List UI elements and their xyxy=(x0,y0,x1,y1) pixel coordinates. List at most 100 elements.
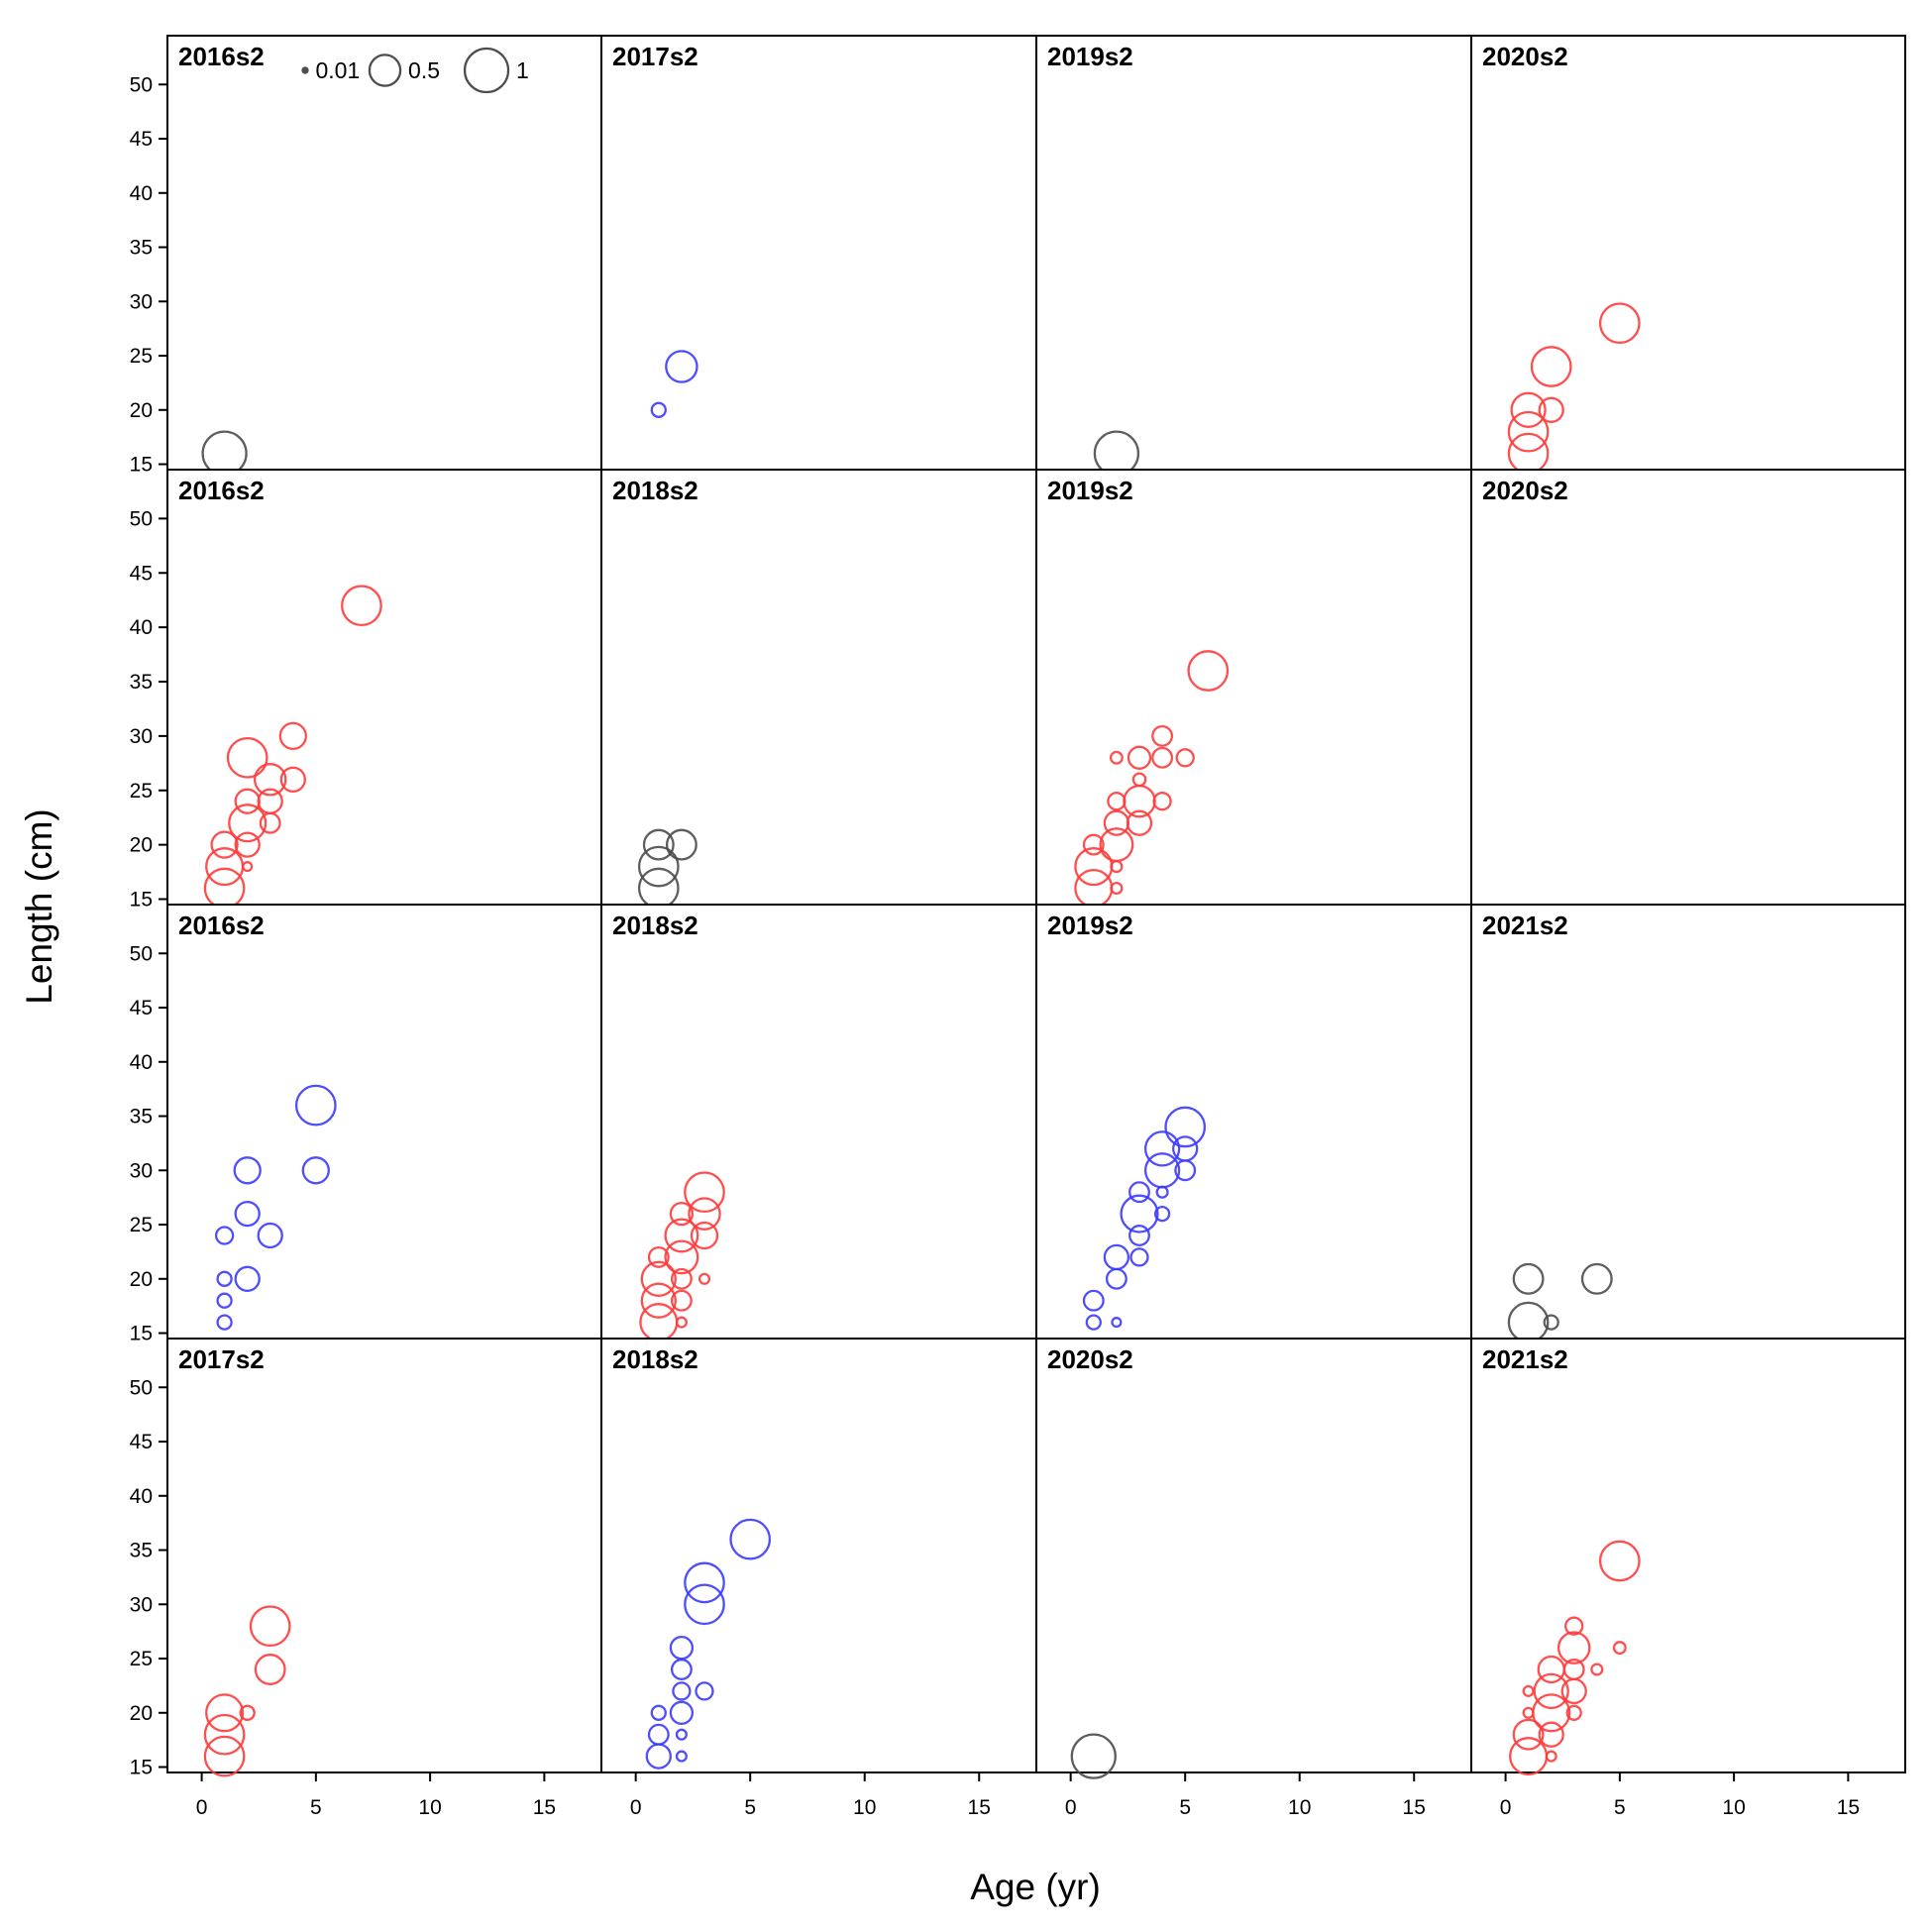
panel: 2016s2 xyxy=(166,469,602,910)
panel-frame xyxy=(1470,1338,1906,1773)
data-point xyxy=(216,1314,233,1331)
panel-label: 2019s2 xyxy=(1047,42,1133,71)
y-tick-label: 20 xyxy=(130,1702,153,1725)
data-point xyxy=(640,1282,677,1319)
panel-label: 2020s2 xyxy=(1047,1344,1133,1374)
data-point xyxy=(1152,792,1172,811)
data-point xyxy=(1598,302,1641,345)
data-point xyxy=(1590,1663,1604,1676)
panel-frame xyxy=(600,35,1037,471)
data-point xyxy=(1175,748,1195,768)
panel: 2018s2 xyxy=(600,1338,1037,1773)
y-tick-label: 15 xyxy=(130,1323,153,1345)
y-tick-label: 35 xyxy=(130,1540,153,1562)
data-point xyxy=(294,1084,337,1127)
data-point xyxy=(1120,1194,1159,1234)
data-point xyxy=(1510,391,1547,428)
data-point xyxy=(665,828,698,861)
data-point xyxy=(242,861,254,873)
y-tick-label: 30 xyxy=(130,290,153,313)
y-tick-label: 20 xyxy=(130,1268,153,1291)
data-point xyxy=(640,1260,677,1297)
data-point xyxy=(1545,1750,1557,1763)
data-point xyxy=(1564,1616,1584,1636)
data-point xyxy=(1556,1631,1591,1664)
panel: 2019s2 xyxy=(1035,469,1472,909)
data-point xyxy=(1565,1704,1582,1721)
panel-frame xyxy=(166,1338,602,1773)
x-tick-label: 5 xyxy=(1614,1796,1626,1819)
panel: 2020s2 xyxy=(1035,1338,1472,1779)
y-tick-label: 45 xyxy=(130,562,153,585)
y-tick-label: 20 xyxy=(130,834,153,857)
x-axis-title: Age (yr) xyxy=(970,1867,1101,1907)
legend-bubble xyxy=(301,66,309,74)
data-point xyxy=(1612,1641,1627,1656)
data-point xyxy=(1172,1135,1199,1162)
data-point xyxy=(672,1681,692,1701)
data-point xyxy=(1128,1181,1150,1204)
panel: 2016s2 xyxy=(166,904,602,1340)
data-point xyxy=(675,1316,688,1329)
data-point xyxy=(1512,1262,1545,1295)
data-point xyxy=(684,1561,725,1604)
panel-frame xyxy=(600,904,1037,1340)
data-point xyxy=(226,736,268,779)
x-tick-label: 5 xyxy=(1179,1796,1191,1819)
data-point xyxy=(1099,827,1134,863)
panel-label: 2019s2 xyxy=(1047,476,1133,505)
data-point xyxy=(1111,1317,1123,1329)
panel-frame xyxy=(1470,35,1906,471)
data-point xyxy=(695,1681,714,1701)
panel-label: 2018s2 xyxy=(612,476,698,505)
panel-label: 2016s2 xyxy=(178,476,265,505)
data-point xyxy=(1562,1659,1585,1680)
data-point xyxy=(690,1221,719,1250)
size-legend: 0.01 0.5 1 xyxy=(301,47,529,94)
data-point xyxy=(684,1171,725,1214)
panel-frame xyxy=(1035,1338,1472,1773)
data-point xyxy=(642,828,675,861)
x-tick-label: 0 xyxy=(630,1796,642,1819)
y-tick-label: 25 xyxy=(130,345,153,368)
data-point xyxy=(675,1750,688,1763)
data-point xyxy=(216,1270,233,1287)
panel-frame xyxy=(166,469,602,906)
panel-label: 2021s2 xyxy=(1482,1344,1568,1374)
data-point xyxy=(228,804,268,843)
data-point xyxy=(341,585,382,627)
panel: 2019s2 xyxy=(1035,35,1472,477)
data-point xyxy=(684,1583,725,1626)
x-tick-label: 0 xyxy=(196,1796,208,1819)
data-point xyxy=(1532,1693,1571,1733)
x-tick-label: 10 xyxy=(853,1796,876,1819)
data-point xyxy=(1128,1225,1150,1246)
data-point xyxy=(1070,1733,1117,1779)
y-tick-label: 40 xyxy=(130,1051,153,1074)
panel-label: 2016s2 xyxy=(178,42,265,71)
data-point xyxy=(664,1218,699,1253)
data-point xyxy=(647,1245,670,1268)
data-point xyxy=(1151,724,1174,747)
x-tick-label: 10 xyxy=(1722,1796,1745,1819)
data-point xyxy=(1126,809,1153,836)
y-tick-label: 15 xyxy=(130,1757,153,1779)
data-point xyxy=(1082,1289,1105,1312)
panels-layer: 2016s2 2017s2 2019s2 2020s2 2016s2 2018s2 2019… xyxy=(166,35,1906,1779)
y-tick-label: 50 xyxy=(130,1376,153,1399)
data-point xyxy=(1131,772,1147,788)
y-tick-label: 45 xyxy=(130,1431,153,1453)
data-point xyxy=(670,1267,693,1290)
data-point xyxy=(1538,1721,1564,1748)
x-tick-label: 15 xyxy=(968,1796,991,1819)
x-tick-label: 10 xyxy=(1288,1796,1311,1819)
data-point xyxy=(249,1605,291,1648)
y-tick-label: 30 xyxy=(130,725,153,748)
panel: 2017s2 xyxy=(600,35,1037,471)
y-tick-label: 30 xyxy=(130,1159,153,1182)
data-point xyxy=(257,1222,283,1249)
x-tick-label: 5 xyxy=(744,1796,756,1819)
y-tick-label: 30 xyxy=(130,1593,153,1616)
data-point xyxy=(1512,1718,1545,1751)
x-tick-label: 0 xyxy=(1500,1796,1512,1819)
